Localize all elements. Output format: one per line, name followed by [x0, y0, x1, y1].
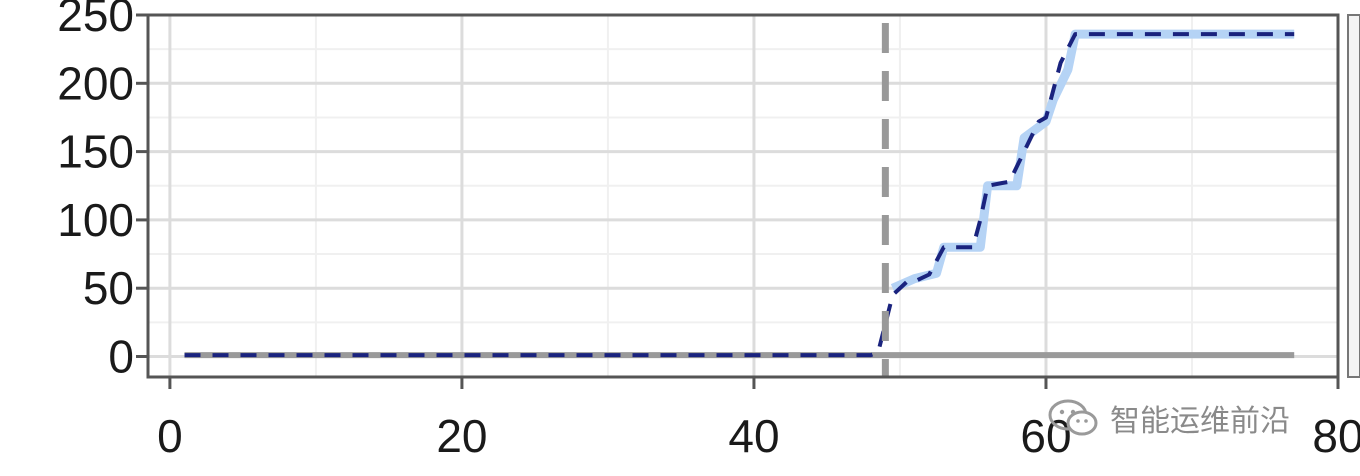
watermark: 智能运维前沿	[1046, 398, 1290, 439]
x-axis: 0 20 40 60 80	[157, 377, 1360, 462]
series-layer	[184, 29, 1295, 359]
series-line-2	[184, 32, 1295, 358]
y-axis: 0 50 100 150 200 250	[57, 0, 148, 383]
y-tick-label: 250	[57, 0, 134, 41]
x-tick-label: 60	[1020, 410, 1071, 462]
minor-gridlines	[148, 15, 1338, 377]
y-tick-label: 0	[108, 331, 134, 383]
y-tick-label: 150	[57, 126, 134, 178]
wechat-icon	[1048, 399, 1098, 436]
x-tick-label: 40	[728, 410, 779, 462]
y-tick-label: 100	[57, 194, 134, 246]
y-tick-label: 50	[83, 262, 134, 314]
adjacent-panel-edge	[1347, 14, 1360, 378]
watermark-text: 智能运维前沿	[1110, 404, 1290, 439]
plot-panel	[148, 15, 1338, 377]
series-line-1	[890, 29, 1295, 293]
x-tick-label: 80	[1312, 410, 1360, 462]
plot-border	[146, 13, 1340, 379]
y-tick-label: 200	[57, 57, 134, 109]
x-tick-label: 0	[157, 410, 183, 462]
x-tick-label: 20	[436, 410, 487, 462]
